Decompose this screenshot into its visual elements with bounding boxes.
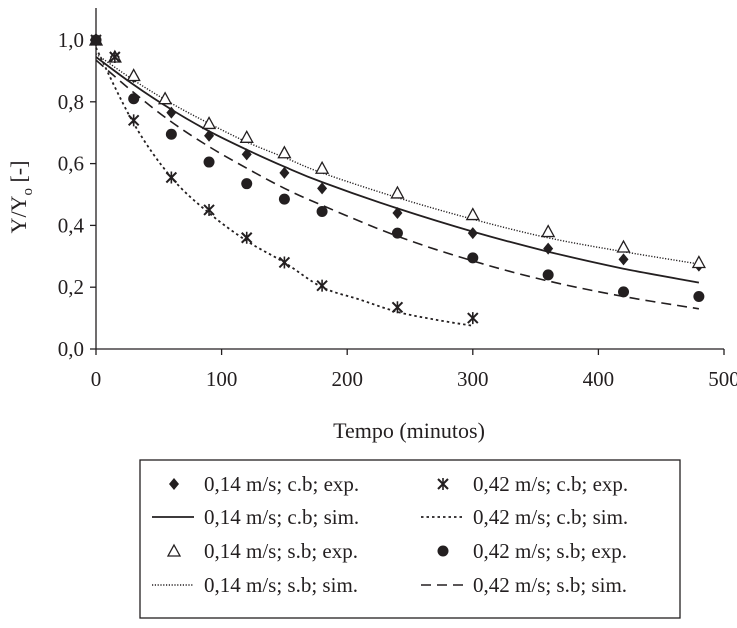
legend-marker — [166, 543, 182, 557]
y-tick-label: 0,8 — [58, 90, 84, 114]
legend-label: 0,42 m/s; s.b; exp. — [473, 539, 627, 563]
data-point — [241, 178, 253, 190]
data-point — [203, 156, 215, 168]
data-point — [278, 256, 291, 269]
series-line-0-42-m-s-c-b-sim — [95, 47, 473, 327]
data-point — [279, 166, 290, 179]
y-axis-label-unit: [-] — [6, 161, 31, 188]
data-point — [316, 279, 328, 292]
legend-marker — [437, 478, 449, 490]
y-tick-label: 0,0 — [58, 337, 84, 361]
data-point — [203, 203, 215, 216]
legend-item: 0,14 m/s; c.b; exp. — [169, 472, 359, 496]
legend-item: 0,42 m/s; s.b; sim. — [421, 573, 627, 597]
data-point — [165, 171, 178, 184]
data-point — [691, 255, 706, 269]
x-tick-label: 400 — [583, 367, 615, 391]
legend-marker — [169, 478, 179, 490]
data-point — [616, 239, 631, 253]
series-points-0-42-m-s-s-b-exp — [90, 34, 705, 302]
data-point — [165, 128, 177, 140]
legend-label: 0,14 m/s; s.b; sim. — [204, 573, 358, 597]
data-point — [390, 185, 405, 199]
x-tick-label: 500 — [708, 367, 737, 391]
x-tick-label: 200 — [331, 367, 363, 391]
y-tick-label: 0,2 — [58, 275, 84, 299]
y-tick-label: 0,4 — [58, 213, 85, 237]
data-point — [109, 50, 121, 63]
series-line-0-42-m-s-s-b-sim — [95, 59, 700, 310]
legend-marker — [437, 545, 449, 557]
legend-item: 0,42 m/s; c.b; exp. — [437, 472, 628, 496]
data-point — [239, 129, 254, 143]
x-tick-label: 100 — [206, 367, 238, 391]
data-point — [201, 116, 217, 130]
legend-item: 0,14 m/s; s.b; exp. — [166, 539, 358, 563]
data-point — [543, 242, 554, 255]
data-point — [277, 145, 292, 159]
data-point — [127, 114, 140, 127]
y-tick-label: 1,0 — [58, 28, 84, 52]
data-point — [467, 227, 478, 240]
series-points-0-42-m-s-c-b-exp — [90, 34, 479, 325]
legend-label: 0,14 m/s; c.b; exp. — [204, 472, 359, 496]
legend-box — [139, 459, 681, 619]
data-point — [241, 231, 253, 244]
data-point — [128, 93, 140, 105]
data-point — [278, 193, 290, 205]
data-point — [542, 269, 554, 281]
series-line-0-14-m-s-c-b-sim — [95, 56, 700, 284]
legend-item: 0,42 m/s; s.b; exp. — [437, 539, 627, 563]
legend-label: 0,42 m/s; c.b; exp. — [473, 472, 628, 496]
plot-area: 0,0 0,2 0,4 0,6 0,8 1,0 0 100 200 300 400 500 — [58, 8, 737, 391]
y-axis-label: Y/Yo [-] — [6, 161, 36, 234]
data-point — [618, 286, 630, 298]
legend-label: 0,42 m/s; s.b; sim. — [473, 573, 627, 597]
legend: 0,14 m/s; c.b; exp. 0,42 m/s; c.b; exp. 0,… — [139, 459, 681, 619]
data-point — [126, 68, 141, 82]
legend-item: 0,14 m/s; c.b; sim. — [152, 505, 359, 529]
data-point — [391, 227, 403, 239]
legend-item: 0,42 m/s; c.b; sim. — [421, 505, 628, 529]
y-axis-label-main: Y/Y — [6, 195, 31, 233]
data-point — [204, 129, 215, 142]
data-point — [317, 182, 328, 195]
data-point — [391, 301, 404, 314]
data-point — [541, 224, 556, 238]
data-point — [618, 253, 629, 266]
data-point — [693, 290, 705, 302]
x-tick-label: 300 — [457, 367, 489, 391]
legend-label: 0,14 m/s; s.b; exp. — [204, 539, 358, 563]
y-tick-label: 0,6 — [58, 152, 84, 176]
data-point — [314, 160, 330, 174]
data-point — [467, 312, 479, 325]
x-axis-label: Tempo (minutos) — [333, 418, 485, 443]
data-point — [465, 207, 480, 221]
legend-item: 0,14 m/s; s.b; sim. — [152, 573, 358, 597]
data-point — [241, 148, 252, 161]
x-tick-label: 0 — [91, 367, 102, 391]
data-point — [467, 252, 479, 264]
data-point — [166, 106, 177, 119]
data-point — [157, 91, 173, 105]
data-point — [90, 34, 102, 46]
legend-label: 0,14 m/s; c.b; sim. — [204, 505, 359, 529]
legend-label: 0,42 m/s; c.b; sim. — [473, 505, 628, 529]
data-point — [392, 207, 403, 220]
data-point — [316, 205, 328, 217]
y-axis-label-sub: o — [20, 188, 36, 196]
